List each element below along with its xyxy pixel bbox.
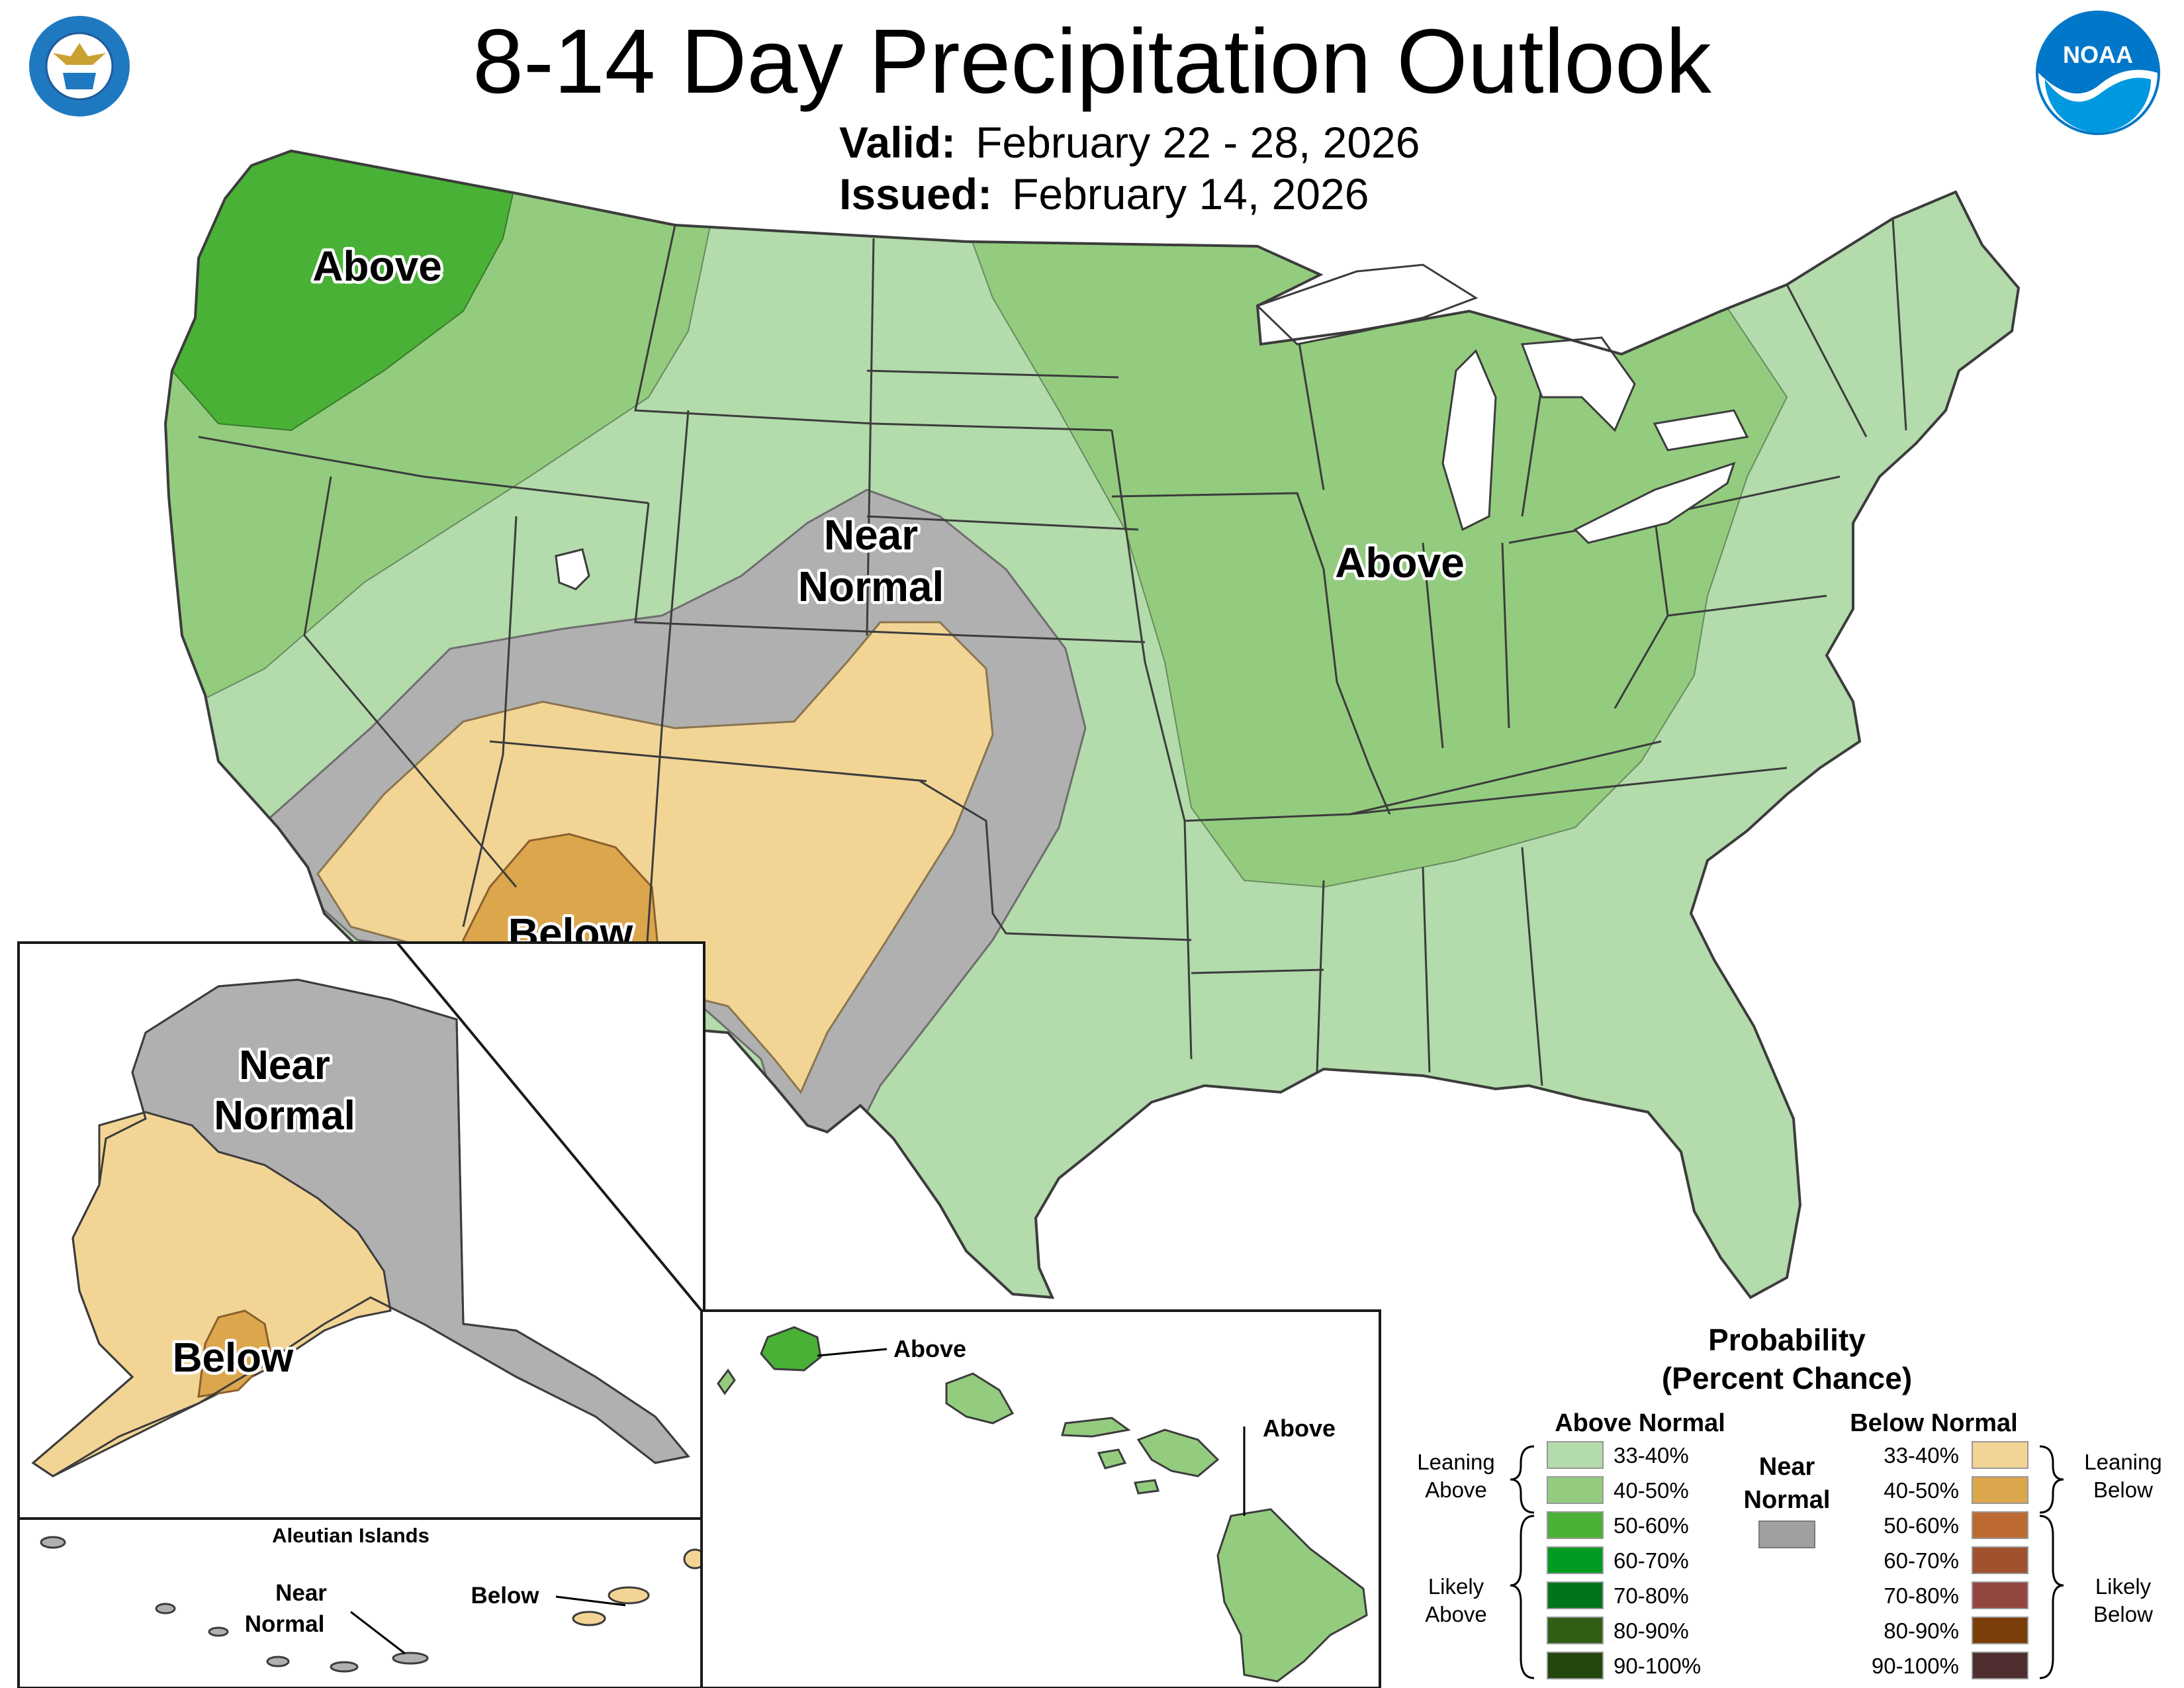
conus-map: Above Above Near Normal Below	[163, 149, 2021, 1299]
map-title: 8-14 Day Precipitation Outlook	[473, 11, 1711, 113]
legend-below-swatch-1	[1972, 1476, 2028, 1504]
brace-likely-below	[2039, 1515, 2064, 1679]
great-lakes	[1255, 263, 1749, 544]
lanai	[1097, 1448, 1127, 1470]
aleutian-inset: Aleutian Islands Near Normal Below	[17, 1517, 707, 1688]
legend-below-header: Below Normal	[1850, 1409, 2017, 1437]
label-hi-kauai-above: Above	[893, 1335, 966, 1362]
legend-above-items: 33-40% 40-50% 50-60% 60-70% 70-80% 80-90% 90-1…	[1547, 1441, 1701, 1679]
kahoolawe	[1134, 1479, 1160, 1495]
legend-below-range-4: 70-80%	[1884, 1583, 1959, 1608]
legend-below-swatch-3	[1972, 1546, 2028, 1574]
legend-above-swatch-0	[1547, 1441, 1604, 1469]
niihau	[717, 1368, 736, 1395]
alaska-outline	[31, 978, 690, 1477]
maui	[1136, 1429, 1220, 1477]
legend-below-range-0: 33-40%	[1884, 1443, 1959, 1468]
brace-likely-above	[1510, 1515, 1535, 1679]
label-aleutian-near-1: Near	[275, 1580, 327, 1606]
kauai	[760, 1326, 822, 1372]
legend-leaning-below-1: Leaning	[2084, 1450, 2161, 1474]
valid-line: Valid: February 22 - 28, 2026	[839, 118, 1420, 167]
legend-below-swatch-6	[1972, 1652, 2028, 1679]
label-conus-near-1: Near	[824, 511, 918, 559]
legend-above-range-2: 50-60%	[1614, 1513, 1689, 1538]
legend-below-swatch-5	[1972, 1617, 2028, 1644]
issued-label: Issued:	[839, 169, 993, 218]
noaa-wordmark: NOAA	[2063, 41, 2133, 68]
legend-likely-above-2: Above	[1425, 1602, 1487, 1626]
label-aleutian-near-2: Normal	[245, 1611, 325, 1637]
legend-above-swatch-4	[1547, 1581, 1604, 1609]
legend-near-1: Near	[1759, 1453, 1815, 1481]
northwest-above-50-60	[165, 151, 518, 432]
great-salt-lake	[555, 548, 590, 590]
label-ak-below: Below	[173, 1335, 294, 1381]
commerce-seal	[26, 13, 132, 119]
legend-above-swatch-5	[1547, 1617, 1604, 1644]
brace-leaning-above	[1510, 1445, 1535, 1514]
legend-leaning-above-2: Above	[1425, 1477, 1487, 1502]
issued-value: February 14, 2026	[1012, 169, 1369, 218]
label-ak-near-2: Normal	[214, 1093, 355, 1139]
legend-below-swatch-4	[1972, 1581, 2028, 1609]
legend-near-2: Normal	[1744, 1486, 1831, 1514]
label-conus-nw-above: Above	[312, 242, 442, 290]
label-hi-big-island-above: Above	[1263, 1415, 1336, 1442]
legend-above-range-4: 70-80%	[1614, 1583, 1689, 1608]
brace-leaning-below	[2039, 1445, 2064, 1514]
legend-above-swatch-1	[1547, 1476, 1604, 1504]
legend-above-range-5: 80-90%	[1614, 1618, 1689, 1643]
molokai	[1061, 1417, 1131, 1438]
hawaii-inset: Above Above	[700, 1309, 1381, 1688]
legend-likely-above-1: Likely	[1428, 1574, 1484, 1599]
legend-above-range-3: 60-70%	[1614, 1548, 1689, 1573]
legend-below-swatch-2	[1972, 1511, 2028, 1539]
legend-above-range-1: 40-50%	[1614, 1478, 1689, 1503]
legend-above-header: Above Normal	[1555, 1409, 1725, 1437]
alaska-inset: Near Normal Below	[17, 941, 1380, 1520]
legend-above-range-6: 90-100%	[1614, 1654, 1701, 1678]
legend-leaning-above-1: Leaning	[1417, 1450, 1494, 1474]
legend-likely-below-2: Below	[2093, 1602, 2153, 1626]
valid-label: Valid:	[839, 118, 956, 167]
alaska-below-40-50	[197, 1309, 273, 1398]
legend-above-swatch-6	[1547, 1652, 1604, 1679]
conus-outline	[163, 149, 2021, 1299]
legend-below-range-3: 60-70%	[1884, 1548, 1959, 1573]
big-island	[1216, 1508, 1368, 1683]
label-conus-near-2: Normal	[798, 563, 944, 610]
state-boundaries	[198, 218, 1907, 1086]
legend-likely-below-1: Likely	[2095, 1574, 2152, 1599]
label-conus-east-above: Above	[1335, 539, 1465, 586]
legend-leaning-below-2: Below	[2093, 1477, 2153, 1502]
legend-below-swatch-0	[1972, 1441, 2028, 1469]
legend: Probability (Percent Chance) Above Norma…	[1417, 1323, 2162, 1679]
legend-below-range-1: 40-50%	[1884, 1478, 1959, 1503]
issued-line: Issued: February 14, 2026	[839, 169, 1369, 218]
noaa-logo: NOAA	[2036, 11, 2160, 135]
legend-below-items: 33-40% 40-50% 50-60% 60-70% 70-80% 80-90% 90-1…	[1872, 1441, 2028, 1679]
legend-near-swatch	[1758, 1521, 1815, 1548]
legend-title-1: Probability	[1708, 1323, 1866, 1357]
label-ak-near-1: Near	[239, 1043, 330, 1088]
oahu	[945, 1372, 1015, 1425]
label-aleutian-below: Below	[471, 1583, 539, 1609]
legend-above-swatch-3	[1547, 1546, 1604, 1574]
legend-above-range-0: 33-40%	[1614, 1443, 1689, 1468]
legend-below-range-6: 90-100%	[1872, 1654, 1959, 1678]
legend-title-2: (Percent Chance)	[1662, 1361, 1912, 1395]
aleutian-islands-near	[40, 1536, 429, 1673]
legend-below-range-5: 80-90%	[1884, 1618, 1959, 1643]
aleutian-title: Aleutian Islands	[272, 1524, 430, 1547]
valid-value: February 22 - 28, 2026	[976, 118, 1420, 167]
legend-above-swatch-2	[1547, 1511, 1604, 1539]
legend-below-range-2: 50-60%	[1884, 1513, 1959, 1538]
